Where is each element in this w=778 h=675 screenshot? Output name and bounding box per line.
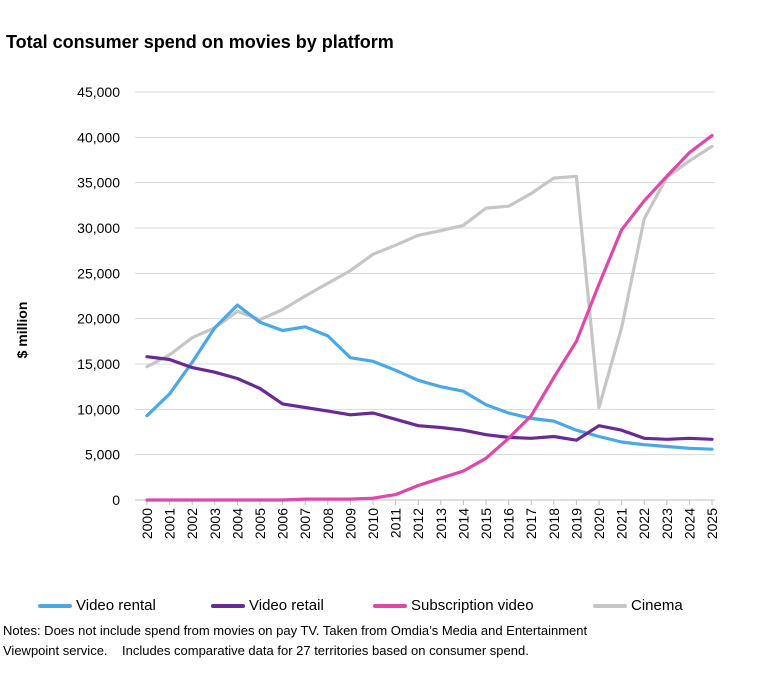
notes-line-1: Notes: Does not include spend from movie… [3,623,588,638]
x-tick-label: 2011 [388,508,404,538]
x-tick-label: 2005 [252,508,268,539]
series-line-cinema [145,144,714,410]
x-tick-label: 2020 [591,508,607,539]
x-tick-label: 2018 [546,508,562,539]
x-tick-label: 2019 [568,508,584,539]
x-tick-label: 2000 [139,508,155,539]
series-line-video-retail [145,355,714,442]
x-tick-label: 2008 [320,508,336,539]
x-tick-label: 2015 [478,508,494,539]
x-tick-label: 2002 [184,508,200,539]
x-tick-label: 2025 [704,508,720,539]
y-tick-label: 35,000 [77,175,120,191]
x-tick-label: 2024 [681,508,697,539]
x-tick-label: 2012 [410,508,426,539]
legend-item-video-retail: Video retail [211,597,324,614]
x-tick-label: 2010 [365,508,381,539]
x-tick-label: 2006 [275,508,291,539]
legend-label-cinema: Cinema [631,597,683,614]
notes-line-2: Viewpoint service. Includes comparative … [3,643,529,658]
y-tick-label: 10,000 [77,401,120,417]
series-line-subscription-video [145,133,714,502]
legend-label-video-rental: Video rental [76,597,156,614]
legend-item-video-rental: Video rental [38,597,156,614]
y-tick-label: 15,000 [77,356,120,372]
y-tick-label: 5,000 [85,447,120,463]
y-tick-label: 25,000 [77,265,120,281]
legend-label-video-retail: Video retail [249,597,324,614]
x-tick-label: 2014 [455,508,471,539]
y-tick-label: 0 [112,492,120,508]
legend-swatch-cinema [593,603,627,608]
chart-notes: Notes: Does not include spend from movie… [3,621,773,661]
legend-item-cinema: Cinema [593,597,683,614]
legend-swatch-video-rental [38,603,72,608]
legend-label-subscription-video: Subscription video [411,597,534,614]
legend-item-subscription-video: Subscription video [373,597,534,614]
y-tick-label: 45,000 [77,84,120,100]
series-line-video-rental [145,303,714,451]
x-tick-label: 2021 [614,508,630,539]
x-tick-label: 2017 [523,508,539,539]
line-chart: 0 5,000 10,000 15,000 20,000 25,000 30,000 35,0… [77,84,720,539]
legend: Video rental Video retail Subscription v… [0,597,778,617]
x-tick-label: 2016 [501,508,517,539]
x-tick-label: 2001 [162,508,178,539]
legend-swatch-video-retail [211,603,245,608]
x-tick-label: 2004 [229,508,245,539]
y-tick-label: 20,000 [77,311,120,327]
x-tick-label: 2007 [297,508,313,539]
legend-swatch-subscription-video [373,603,407,608]
x-tick-label: 2023 [659,508,675,539]
x-tick-label: 2003 [207,508,223,539]
y-tick-label: 40,000 [77,129,120,145]
x-tick-label: 2013 [433,508,449,539]
chart-title: Total consumer spend on movies by platfo… [6,32,394,52]
y-tick-label: 30,000 [77,220,120,236]
x-tick-label: 2009 [342,508,358,539]
x-tick-label: 2022 [636,508,652,539]
